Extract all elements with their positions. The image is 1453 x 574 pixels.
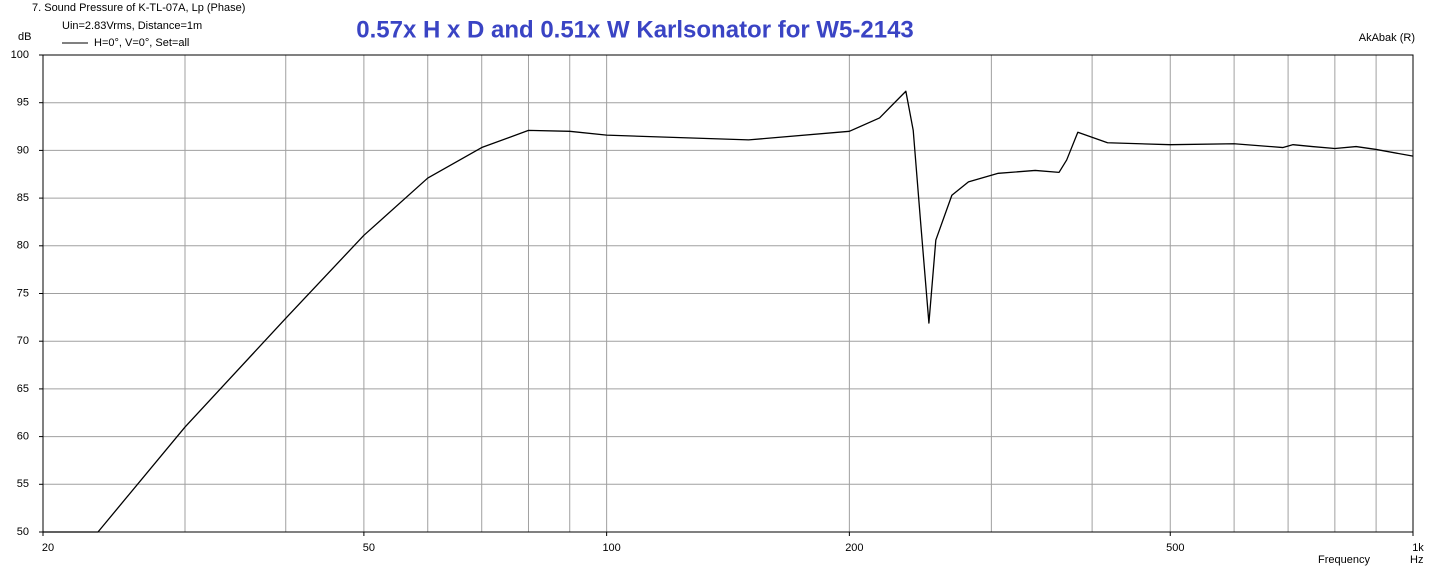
y-axis-label: dB [18, 31, 31, 43]
y-tick-label: 50 [17, 526, 29, 538]
data-line [43, 90, 1414, 533]
chart-subtitle: 7. Sound Pressure of K-TL-07A, Lp (Phase… [32, 2, 245, 14]
x-axis-label: Frequency [1318, 554, 1370, 566]
y-tick-label: 60 [17, 431, 29, 443]
y-tick-label: 80 [17, 240, 29, 252]
y-tick-label: 85 [17, 192, 29, 204]
y-tick-label: 55 [17, 478, 29, 490]
legend-label: H=0°, V=0°, Set=all [94, 37, 189, 49]
x-tick-label: 20 [42, 542, 54, 554]
software-label: AkAbak (R) [1359, 32, 1415, 44]
x-tick-label: 500 [1166, 542, 1184, 554]
y-tick-label: 95 [17, 97, 29, 109]
x-tick-label: 200 [845, 542, 863, 554]
x-tick-label: 1k [1412, 542, 1424, 554]
annotation: Uin=2.83Vrms, Distance=1m [62, 20, 202, 32]
y-tick-label: 65 [17, 383, 29, 395]
y-tick-label: 100 [11, 49, 29, 61]
x-tick-label: 50 [363, 542, 375, 554]
y-tick-label: 70 [17, 335, 29, 347]
plot-frame [42, 54, 1414, 533]
y-tick-label: 90 [17, 144, 29, 156]
x-tick-label: 100 [602, 542, 620, 554]
y-tick-label: 75 [17, 287, 29, 299]
chart-title: 0.57x H x D and 0.51x W Karlsonator for … [356, 16, 914, 43]
x-axis-unit: Hz [1410, 554, 1423, 566]
